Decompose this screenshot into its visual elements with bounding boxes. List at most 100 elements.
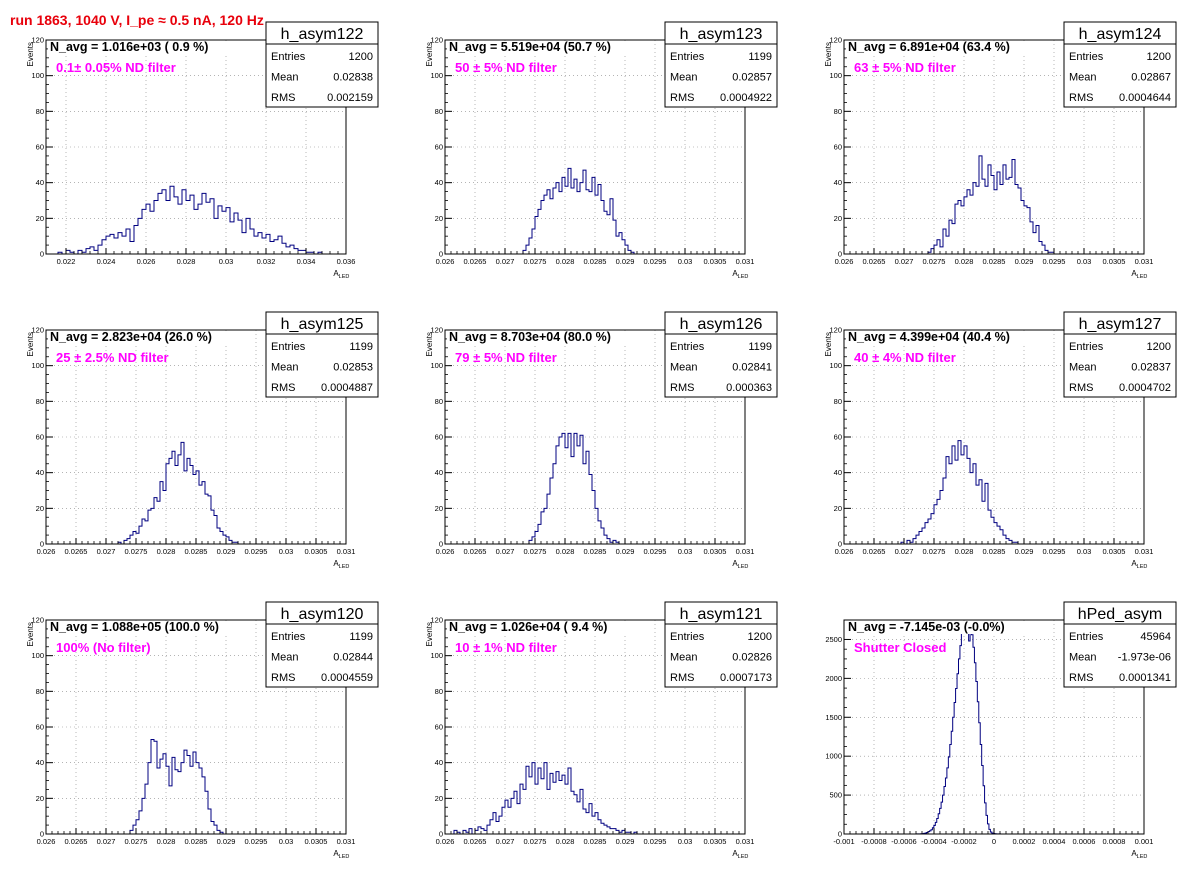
x-tick-label: 0.034 (297, 257, 316, 266)
x-tick-label: 0.0305 (305, 547, 328, 556)
y-tick-label: 0 (838, 250, 842, 259)
stats-box (664, 601, 778, 688)
navg-background (846, 621, 1051, 634)
y-tick-label: 80 (435, 397, 443, 406)
x-axis-label: A (1131, 849, 1137, 858)
x-tick-label: 0.0285 (185, 837, 208, 846)
navg-label: N_avg = 1.016e+03 ( 0.9 %) (50, 40, 208, 54)
stats-value: 0.02841 (732, 362, 772, 374)
y-tick-label: 40 (834, 178, 842, 187)
x-tick-label: 0.026 (436, 837, 455, 846)
y-tick-label: 80 (36, 397, 44, 406)
histogram-line (46, 441, 346, 545)
panel-h_asym127: 0.026 0.0265 0.027 0.0275 0.028 0.0285 0.029 0.… (824, 311, 1177, 570)
x-axis-label-sub: LED (738, 854, 749, 860)
navg-label: N_avg = 6.891e+04 (63.4 %) (848, 40, 1010, 54)
y-tick-label: 80 (36, 107, 44, 116)
navg-background (48, 41, 253, 54)
x-tick-label: 0.0305 (1103, 547, 1126, 556)
y-tick-label: 0 (838, 830, 842, 839)
panel-h_asym124: 0.026 0.0265 0.027 0.0275 0.028 0.0285 0.029 0.… (824, 21, 1177, 280)
x-tick-label: 0.028 (955, 257, 974, 266)
stats-value: 0.000363 (726, 382, 772, 394)
x-tick-label: 0.026 (835, 257, 854, 266)
filter-annotation: 50 ± 5% ND filter (455, 60, 557, 75)
x-tick-label: 0.03 (279, 837, 294, 846)
stats-value: 0.02826 (732, 652, 772, 664)
stats-value: 45964 (1140, 631, 1171, 643)
x-tick-label: 0.027 (496, 547, 515, 556)
stats-box (664, 21, 778, 108)
stats-title: h_asym120 (281, 606, 364, 623)
x-tick-label: 0.0004 (1043, 837, 1066, 846)
stats-box (664, 311, 778, 398)
stats-label: Mean (670, 72, 698, 84)
y-tick-label: 60 (435, 433, 443, 442)
y-tick-label: 40 (36, 178, 44, 187)
y-axis-label: Events (26, 42, 35, 66)
y-tick-label: 0 (439, 250, 443, 259)
stats-label: Entries (1069, 631, 1104, 643)
navg-background (846, 331, 1051, 344)
stats-label: RMS (670, 672, 694, 684)
x-tick-label: 0.0285 (584, 547, 607, 556)
x-tick-label: 0.032 (257, 257, 276, 266)
navg-background (447, 621, 652, 634)
y-tick-label: 80 (834, 397, 842, 406)
y-tick-label: 100 (31, 651, 44, 660)
x-tick-label: 0.029 (616, 837, 635, 846)
x-tick-label: 0.0265 (464, 547, 487, 556)
x-axis-label-sub: LED (1137, 854, 1148, 860)
navg-label: N_avg = -7.145e-03 (-0.0%) (848, 620, 1005, 634)
stats-title: h_asym125 (281, 316, 364, 333)
panel-h_asym121: 0.026 0.0265 0.027 0.0275 0.028 0.0285 0.029 0.… (425, 601, 778, 860)
x-tick-label: 0.0285 (983, 547, 1006, 556)
filter-annotation: Shutter Closed (854, 640, 947, 655)
y-tick-label: 20 (834, 214, 842, 223)
navg-label: N_avg = 1.026e+04 ( 9.4 %) (449, 620, 607, 634)
x-tick-label: 0.031 (736, 257, 755, 266)
x-tick-label: 0.026 (37, 547, 56, 556)
filter-annotation: 79 ± 5% ND filter (455, 350, 557, 365)
x-tick-label: 0.027 (895, 547, 914, 556)
stats-title: h_asym123 (680, 26, 763, 43)
stats-value: 0.0004559 (321, 672, 373, 684)
stats-label: Entries (670, 631, 705, 643)
y-tick-label: 100 (829, 361, 842, 370)
x-tick-label: 0.0265 (863, 257, 886, 266)
stats-value: 1199 (349, 341, 373, 353)
x-tick-label: 0.031 (1135, 257, 1154, 266)
x-tick-label: 0.0265 (65, 837, 88, 846)
x-axis-label: A (732, 269, 738, 278)
x-tick-label: 0.0265 (464, 837, 487, 846)
x-tick-label: 0.031 (337, 547, 356, 556)
y-tick-label: 100 (430, 651, 443, 660)
stats-value: 0.02837 (1131, 362, 1171, 374)
x-tick-label: 0.029 (616, 257, 635, 266)
y-tick-label: 120 (430, 36, 443, 45)
x-tick-label: 0.028 (556, 837, 575, 846)
y-tick-label: 60 (36, 143, 44, 152)
y-axis-label: Events (824, 42, 833, 66)
page-title: run 1863, 1040 V, I_pe ≈ 0.5 nA, 120 Hz (10, 12, 264, 28)
navg-label: N_avg = 4.399e+04 (40.4 %) (848, 330, 1010, 344)
y-tick-label: 0 (40, 540, 44, 549)
x-tick-label: 0.029 (1015, 257, 1034, 266)
navg-label: N_avg = 5.519e+04 (50.7 %) (449, 40, 611, 54)
stats-value: 0.02838 (333, 72, 373, 84)
x-tick-label: 0.0285 (584, 837, 607, 846)
stats-label: Mean (1069, 652, 1097, 664)
stats-label: Mean (271, 362, 299, 374)
y-tick-label: 40 (435, 468, 443, 477)
stats-label: Entries (271, 341, 306, 353)
stats-value: 0.02853 (333, 362, 373, 374)
y-tick-label: 1000 (825, 752, 842, 761)
stats-label: Entries (670, 51, 705, 63)
x-tick-label: 0.0275 (524, 547, 547, 556)
panel-h_asym126: 0.026 0.0265 0.027 0.0275 0.028 0.0285 0.029 0.… (425, 311, 778, 570)
stats-value: 1200 (349, 51, 373, 63)
x-tick-label: 0.029 (217, 837, 236, 846)
stats-label: Entries (1069, 51, 1104, 63)
stats-value: 0.0004887 (321, 382, 373, 394)
x-tick-label: 0.0305 (704, 547, 727, 556)
